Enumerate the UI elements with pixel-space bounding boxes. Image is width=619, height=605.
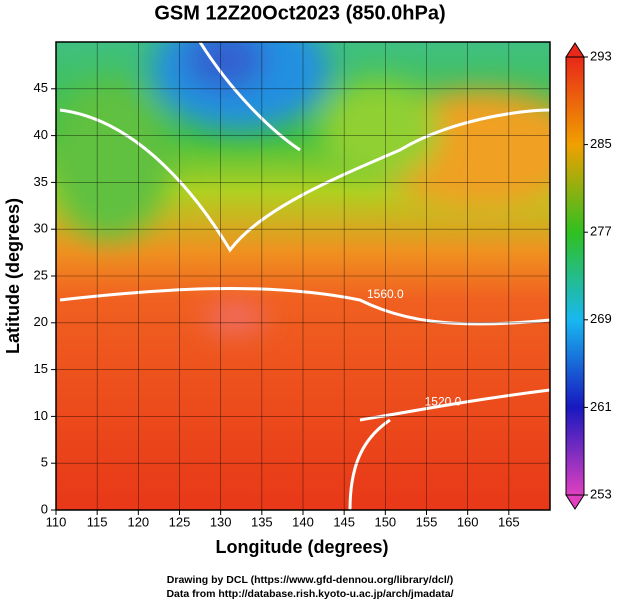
colorbar-tick-label: 285 [590, 136, 612, 151]
x-tick-label: 150 [374, 514, 396, 529]
colorbar-end [565, 494, 585, 510]
y-tick-label: 35 [34, 174, 48, 189]
credit: Drawing by DCL (https://www.gfd-dennou.o… [167, 574, 453, 586]
x-tick-label: 165 [498, 514, 520, 529]
x-tick-label: 120 [127, 514, 149, 529]
x-tick-label: 130 [210, 514, 232, 529]
colorbar-tick-label: 293 [590, 48, 612, 63]
x-tick-label: 145 [333, 514, 355, 529]
x-tick-label: 110 [46, 514, 67, 529]
y-tick-label: 0 [41, 501, 48, 516]
colorbar-end [565, 42, 585, 58]
x-tick-label: 115 [87, 514, 108, 529]
x-axis-label: Longitude (degrees) [215, 537, 388, 557]
y-tick-label: 5 [41, 455, 48, 470]
x-tick-label: 135 [251, 514, 273, 529]
credit: Data from http://database.rish.kyoto-u.a… [166, 588, 453, 600]
x-tick-label: 125 [169, 514, 191, 529]
y-tick-label: 45 [34, 80, 48, 95]
y-tick-label: 20 [34, 314, 48, 329]
colorbar-tick-label: 253 [590, 486, 612, 501]
colorbar-tick-label: 261 [590, 399, 612, 414]
colorbar [565, 56, 585, 496]
y-axis-label: Latitude (degrees) [3, 198, 23, 354]
y-tick-label: 40 [34, 127, 48, 142]
chart-title: GSM 12Z20Oct2023 (850.0hPa) [154, 2, 445, 24]
x-tick-label: 140 [292, 514, 314, 529]
contour-label: 1520.0 [425, 395, 462, 409]
y-tick-label: 15 [34, 361, 48, 376]
y-tick-label: 10 [34, 408, 48, 423]
y-tick-label: 30 [34, 221, 48, 236]
colorbar-tick-label: 269 [590, 311, 612, 326]
y-tick-label: 25 [34, 267, 48, 282]
x-tick-label: 160 [457, 514, 479, 529]
contour-label: 1560.0 [367, 287, 404, 301]
x-tick-label: 155 [416, 514, 438, 529]
colorbar-tick-label: 277 [590, 224, 612, 239]
